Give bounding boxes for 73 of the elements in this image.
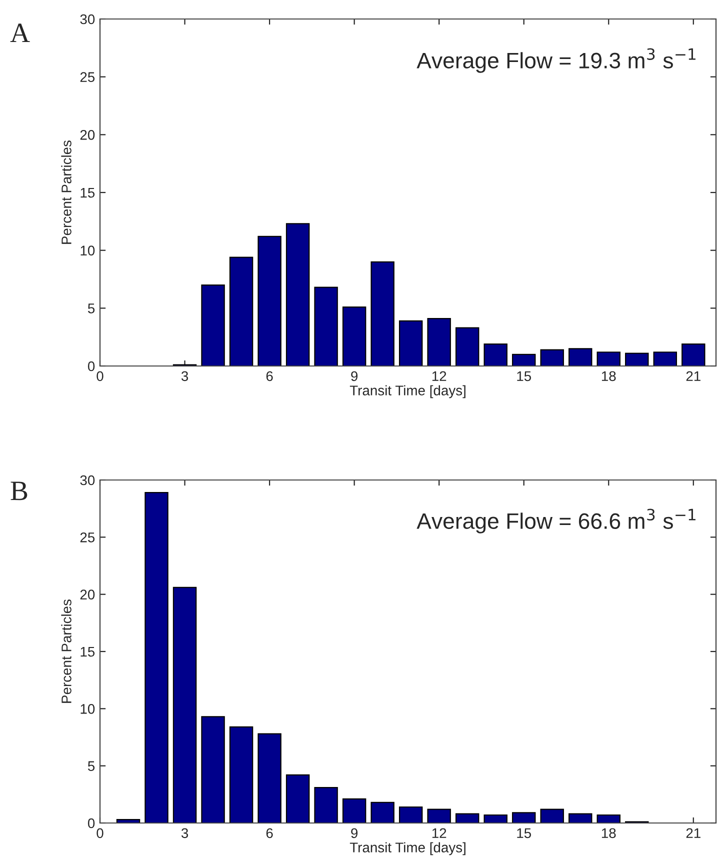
bar	[258, 236, 282, 366]
x-tick-label: 9	[351, 371, 358, 382]
bar	[201, 716, 225, 823]
y-axis-title: Percent Particles	[61, 140, 72, 244]
bar	[342, 798, 366, 823]
bar	[512, 354, 536, 366]
bar	[625, 352, 649, 366]
y-tick-label: 20	[80, 590, 95, 600]
bar	[398, 320, 423, 366]
bar	[512, 812, 536, 823]
x-tick-label: 18	[602, 371, 616, 382]
bar	[201, 284, 225, 366]
bar	[568, 348, 592, 366]
x-tick-label: 15	[517, 828, 531, 838]
x-axis-title: Transit Time [days]	[350, 385, 466, 398]
bar	[484, 814, 508, 823]
annotation: Average Flow = 19.3 m$^{3}$ s$^{−1}$	[416, 48, 696, 73]
bar	[682, 343, 706, 366]
y-tick-label: 0	[88, 818, 95, 828]
x-tick-label: 3	[181, 371, 188, 382]
y-tick-label: 20	[80, 130, 95, 140]
y-tick-label: 25	[80, 532, 95, 542]
x-tick-label: 12	[432, 371, 446, 381]
annotation: Average Flow = 66.6 m$^{3}$ s$^{−1}$	[416, 508, 696, 534]
bar	[172, 586, 197, 823]
y-tick-label: 10	[80, 246, 95, 256]
y-tick-label: 15	[80, 646, 95, 657]
y-tick-label: 5	[88, 761, 95, 772]
x-tick-label: 3	[181, 828, 188, 838]
y-axis-title: Percent Particles	[61, 600, 72, 703]
bar	[427, 808, 451, 823]
bar	[596, 352, 620, 366]
x-axis-title: Transit Time [days]	[350, 842, 466, 856]
y-tick-label: 0	[88, 361, 95, 372]
bar	[286, 223, 310, 366]
bar	[540, 349, 564, 366]
bar	[144, 492, 168, 823]
bar	[370, 802, 394, 823]
y-tick-label: 15	[80, 188, 95, 198]
y-tick-label: 5	[88, 304, 95, 314]
x-tick-label: 6	[266, 371, 273, 382]
bar	[596, 814, 620, 823]
bar	[484, 343, 508, 366]
x-tick-label: 0	[96, 371, 104, 382]
y-tick-label: 30	[80, 475, 95, 486]
x-tick-label: 15	[517, 371, 531, 382]
bar	[229, 726, 254, 823]
y-tick-label: 10	[80, 704, 95, 714]
bar	[342, 306, 366, 366]
bar	[314, 286, 338, 366]
bar	[427, 318, 451, 366]
y-tick-label: 30	[80, 14, 95, 24]
bar	[398, 806, 423, 823]
x-tick-label: 21	[686, 828, 700, 838]
y-tick-label: 25	[80, 72, 95, 82]
x-tick-label: 12	[432, 828, 446, 838]
bar	[370, 261, 394, 366]
bar	[540, 808, 564, 823]
text: B	[10, 482, 28, 500]
x-tick-label: 18	[602, 828, 616, 838]
bar	[455, 813, 480, 823]
bar	[314, 787, 338, 823]
x-tick-label: 21	[686, 371, 700, 381]
bar	[568, 813, 592, 823]
bar	[258, 733, 282, 823]
bar	[653, 352, 677, 366]
x-tick-label: 6	[266, 828, 273, 838]
text: A	[10, 24, 30, 42]
bar	[286, 774, 310, 823]
bar	[455, 327, 480, 366]
bar	[229, 256, 254, 366]
x-tick-label: 0	[96, 828, 104, 838]
x-tick-label: 9	[351, 828, 358, 838]
